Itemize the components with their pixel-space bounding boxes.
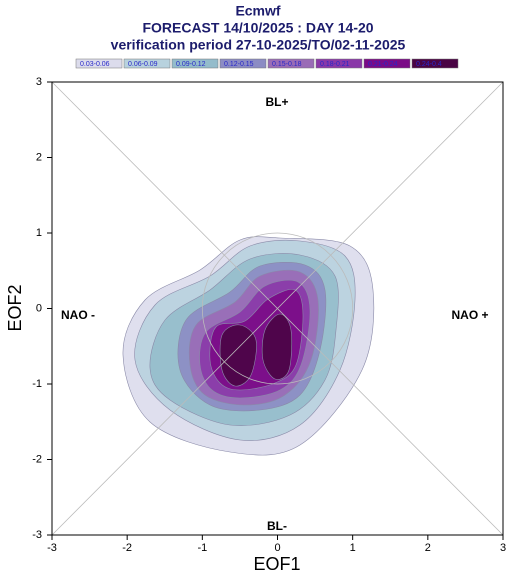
legend-label: 0.12-0.15	[224, 61, 254, 68]
chart-title: Ecmwf	[235, 3, 280, 19]
legend-swatch	[363, 58, 411, 69]
legend-label: 0.18-0.21	[320, 61, 350, 68]
x-tick-label: 3	[500, 542, 506, 554]
regime-label: NAO -	[61, 308, 95, 322]
x-tick-label: -3	[47, 542, 57, 554]
legend-swatch	[75, 58, 123, 69]
x-tick-label: 2	[425, 542, 431, 554]
regime-label: BL+	[265, 95, 288, 109]
unit-circle	[201, 232, 354, 385]
legend-label: 0.24-0.4	[416, 61, 442, 68]
legend-label: 0.06-0.09	[128, 61, 158, 68]
y-tick-label: -3	[32, 529, 42, 541]
y-axis-label: EOF2	[5, 284, 25, 331]
legend-label: 0.09-0.12	[176, 61, 206, 68]
legend-swatch	[171, 58, 219, 69]
contour-fill	[261, 313, 293, 380]
y-tick-label: 0	[36, 302, 42, 314]
legend-swatch	[315, 58, 363, 69]
x-tick-label: -1	[197, 542, 207, 554]
legend-label: 0.03-0.06	[80, 61, 110, 68]
legend-swatch	[411, 58, 459, 69]
chart-subtitle: FORECAST 14/10/2025 : DAY 14-20	[142, 20, 373, 36]
y-tick-label: -2	[32, 453, 42, 465]
legend-label: 0.15-0.18	[272, 61, 302, 68]
x-tick-label: 0	[274, 542, 280, 554]
diagonal	[51, 81, 504, 536]
chart-subtitle: verification period 27-10-2025/TO/02-11-…	[111, 37, 406, 53]
legend-swatch	[123, 58, 171, 69]
regime-label: BL-	[267, 519, 287, 533]
regime-label: NAO +	[451, 308, 488, 322]
x-tick-label: -2	[122, 542, 132, 554]
contour-fill	[219, 324, 257, 387]
x-tick-label: 1	[350, 542, 356, 554]
y-tick-label: 3	[36, 76, 42, 88]
legend-swatch	[267, 58, 315, 69]
y-tick-label: 2	[36, 151, 42, 163]
x-axis-label: EOF1	[253, 554, 300, 574]
y-tick-label: 1	[36, 227, 42, 239]
contours	[122, 236, 375, 456]
legend-label: 0.21-0.24	[368, 61, 398, 68]
y-tick-label: -1	[32, 378, 42, 390]
legend-swatch	[219, 58, 267, 69]
